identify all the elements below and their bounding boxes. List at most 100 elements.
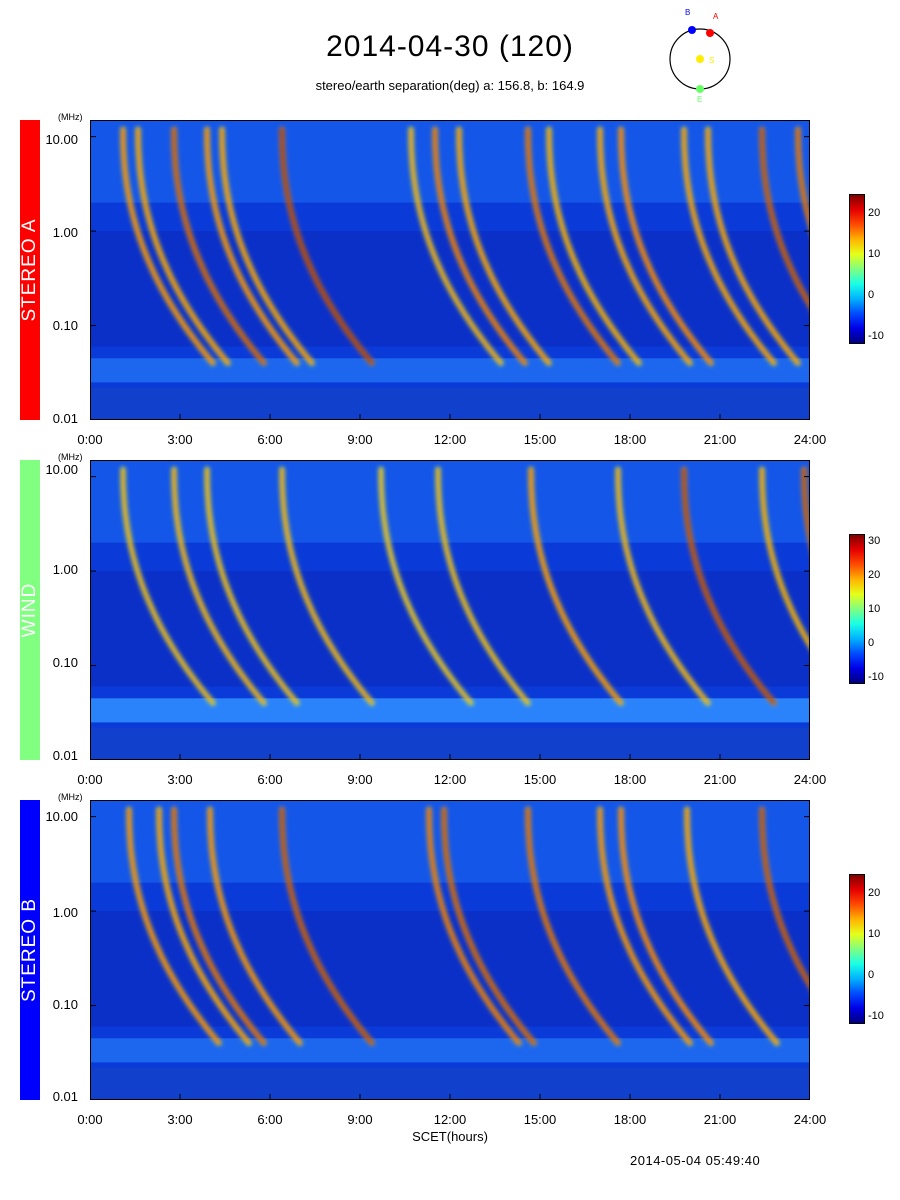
ytick-0.01: 0.01 [52, 1089, 78, 1104]
burst-core [172, 127, 266, 365]
x-axis-label: SCET(hours) [412, 1129, 488, 1144]
orbit-label-a: A [713, 12, 719, 21]
generation-timestamp: 2014-05-04 05:49:40 [630, 1153, 761, 1168]
ytick-0.01: 0.01 [52, 411, 78, 426]
x-tick-label: 24:00 [793, 772, 827, 787]
band-stereo-b: STEREO B [19, 800, 40, 1100]
x-tick-label: 0:00 [77, 432, 103, 447]
x-tick-label: 0:00 [77, 1112, 103, 1127]
plasma-line-band [90, 358, 810, 383]
ytick-1: 1.00 [52, 905, 78, 920]
x-tick-label: 21:00 [703, 1112, 737, 1127]
burst-core [442, 807, 536, 1045]
colorbar-stereo-b [849, 874, 865, 1024]
ytick-0.1: 0.10 [52, 997, 78, 1012]
colorbar-stereo-a [849, 194, 865, 344]
cbar-tick: 0 [868, 969, 875, 981]
burst-core [616, 467, 710, 705]
spectrogram-stereo-a [90, 120, 810, 420]
cbar-tick: 10 [868, 248, 881, 260]
burst-core [436, 467, 530, 705]
burst-core [802, 467, 810, 544]
cbar-tick: -10 [868, 330, 884, 342]
burst-core [619, 807, 713, 1045]
burst-core [172, 807, 266, 1045]
x-tick-label: 18:00 [613, 432, 647, 447]
burst-core [172, 467, 266, 705]
units-label-wind: (MHz) [58, 452, 83, 462]
x-tick-label: 21:00 [703, 772, 737, 787]
ytick-1: 1.00 [52, 562, 78, 577]
burst-core [409, 127, 503, 365]
x-tick-label: 3:00 [167, 432, 193, 447]
band-label-wind: WIND [19, 582, 40, 638]
spectrogram-stereo-b [90, 800, 810, 1100]
burst-core [136, 127, 230, 365]
burst-core [796, 127, 810, 228]
cbar-tick: 20 [868, 887, 881, 899]
cbar-tick: 20 [868, 569, 881, 581]
x-tick-label: 3:00 [167, 1112, 193, 1127]
x-tick-label: 15:00 [523, 1112, 557, 1127]
x-tick-label: 24:00 [793, 432, 827, 447]
colorbar-wind [849, 534, 865, 684]
x-tick-label: 15:00 [523, 772, 557, 787]
burst-core [685, 807, 779, 1045]
burst-core [682, 127, 776, 365]
burst-core [547, 127, 641, 365]
ytick-0.1: 0.10 [52, 655, 78, 670]
burst-core [598, 127, 692, 365]
page-title: 2014-04-30 (120) [326, 30, 574, 63]
sun-marker [696, 55, 704, 63]
x-tick-label: 6:00 [257, 432, 283, 447]
burst-core [682, 467, 776, 705]
burst-core [127, 807, 221, 1045]
burst-core [433, 127, 527, 365]
x-tick-label: 0:00 [77, 772, 103, 787]
burst-core [760, 127, 810, 308]
x-tick-label: 21:00 [703, 432, 737, 447]
x-tick-label: 24:00 [793, 1112, 827, 1127]
x-tick-label: 9:00 [347, 432, 373, 447]
cbar-tick: 30 [868, 535, 881, 547]
burst-core [760, 467, 810, 648]
burst-layer [120, 126, 810, 366]
x-tick-label: 15:00 [523, 432, 557, 447]
burst-core [121, 467, 215, 705]
ytick-10: 10.00 [45, 809, 78, 824]
burst-core [280, 467, 374, 705]
x-tick-label: 12:00 [433, 772, 467, 787]
burst-core [706, 127, 800, 365]
cbar-tick: 20 [868, 207, 881, 219]
burst-core [760, 807, 810, 988]
band-stereo-a: STEREO A [19, 120, 40, 420]
x-tick-label: 9:00 [347, 1112, 373, 1127]
burst-core [280, 127, 374, 365]
x-tick-label: 12:00 [433, 1112, 467, 1127]
high-freq-band [90, 460, 810, 543]
spectrogram-plot [90, 460, 810, 760]
orbit-label-b: B [685, 8, 690, 17]
burst-layer [120, 466, 810, 706]
burst-core [280, 807, 374, 1045]
stereo-b-marker [688, 26, 696, 34]
mid-band [90, 571, 810, 687]
ytick-10: 10.00 [45, 462, 78, 477]
ytick-0.01: 0.01 [52, 748, 78, 763]
ytick-10: 10.00 [45, 132, 78, 147]
cbar-tick: 0 [868, 637, 875, 649]
burst-core [220, 127, 314, 365]
spectrogram-plot [90, 120, 810, 420]
x-tick-label: 12:00 [433, 432, 467, 447]
burst-core [208, 807, 302, 1045]
cbar-tick: -10 [868, 671, 884, 683]
burst-core [157, 807, 251, 1045]
cbar-tick: -10 [868, 1010, 884, 1022]
stereo-a-marker [706, 29, 714, 37]
plasma-line-band [90, 1038, 810, 1063]
x-tick-label: 3:00 [167, 772, 193, 787]
units-label-a: (MHz) [58, 112, 83, 122]
orbit-position-diagram: B A S E [669, 8, 731, 102]
x-tick-label: 18:00 [613, 772, 647, 787]
high-freq-band [90, 120, 810, 203]
